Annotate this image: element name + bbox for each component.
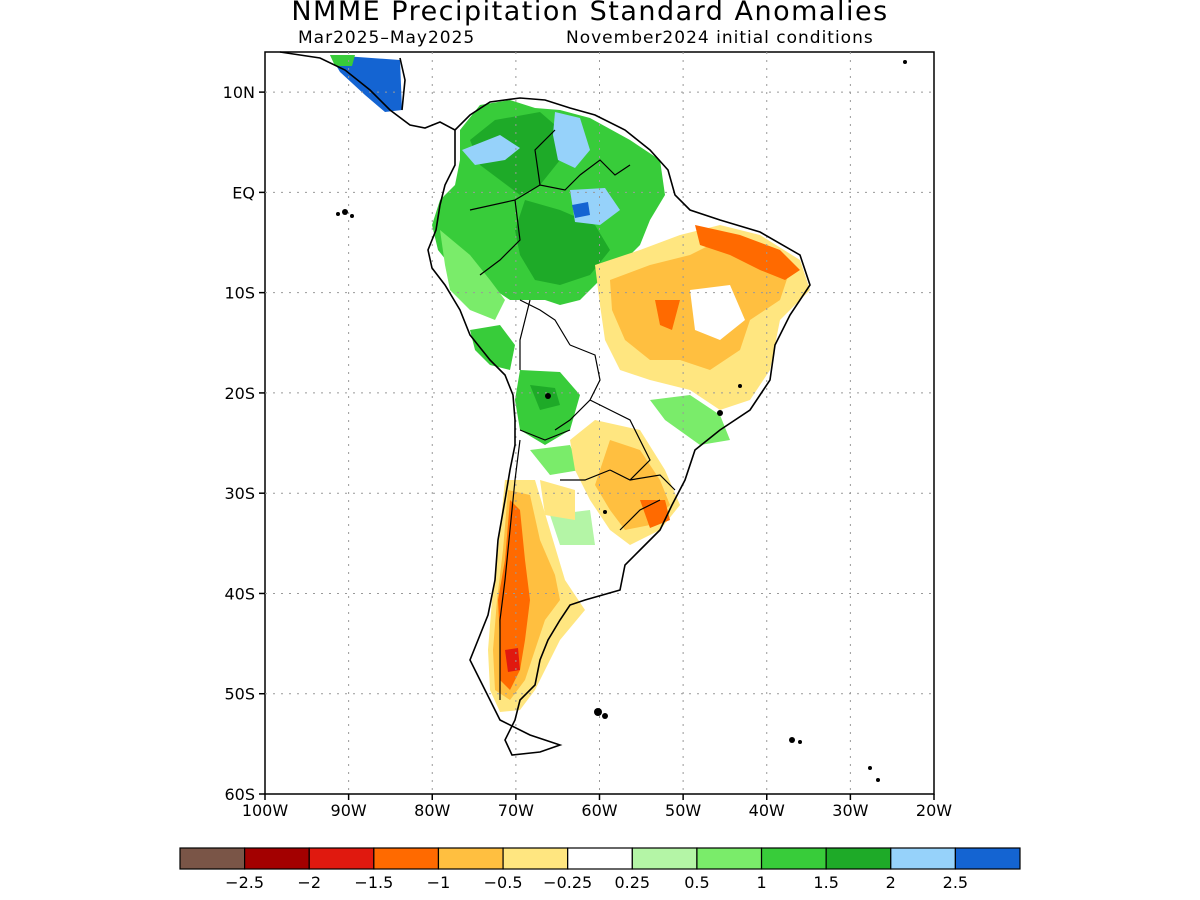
- lat-tick-label: 10N: [223, 83, 255, 102]
- chile-argentina-red: [498, 500, 530, 690]
- ecuador-peru-light-green: [440, 230, 505, 320]
- colorbar-swatch: [179, 847, 246, 870]
- colorbar-tick-label: −1.5: [354, 873, 393, 892]
- map-title: NMME Precipitation Standard Anomalies: [291, 0, 889, 27]
- coastlines: [279, 51, 811, 756]
- latitude-axis: 10N EQ 10S 20S 30S 40S 50S 60S: [223, 83, 265, 804]
- lon-tick-label: 100W: [242, 801, 289, 820]
- colorbar-tick-label: 0.5: [684, 873, 709, 892]
- lon-tick-label: 20W: [916, 801, 952, 820]
- central-brazil-red-spot: [655, 300, 680, 330]
- lon-tick-label: 60W: [581, 801, 617, 820]
- colorbar-swatch: [954, 847, 1021, 870]
- argentina-dry-area: [540, 480, 575, 520]
- colorbar-tick-label: −0.5: [484, 873, 523, 892]
- peru-green-area: [470, 325, 515, 370]
- lat-tick-label: 10S: [224, 284, 255, 303]
- colorbar-swatch: [244, 847, 310, 870]
- central-america-light-area: [330, 55, 355, 66]
- national-borders: [469, 129, 676, 700]
- colorbar-swatch: [567, 847, 633, 870]
- ne-brazil-red-area: [695, 225, 800, 280]
- brazil-white-patch: [690, 285, 745, 340]
- lon-tick-label: 80W: [414, 801, 450, 820]
- northern-sa-darker-area: [470, 112, 560, 195]
- bolivia-dark-green: [530, 385, 560, 410]
- colorbar-swatch: [502, 847, 569, 870]
- lat-tick-label: 30S: [224, 484, 255, 503]
- season-subtitle: Mar2025–May2025: [298, 28, 476, 48]
- uruguay-red-area: [640, 500, 670, 528]
- longitude-axis: 100W 90W 80W 70W 60W 50W 40W 30W 20W: [242, 794, 952, 820]
- colorbar-swatch: [308, 847, 375, 870]
- colorbar: −2.5 −2 −1.5 −1 −0.5 −0.25 0.25 0.5 1 1.5 2 2.5: [179, 847, 1021, 892]
- south-america-coastline: [427, 97, 811, 756]
- colorbar-tick-label: 2: [886, 873, 896, 892]
- colorbar-tick-label: 2.5: [943, 873, 968, 892]
- colorbar-tick-label: −1: [427, 873, 451, 892]
- lat-tick-label: EQ: [232, 183, 255, 202]
- colorbar-tick-label: 1: [756, 873, 766, 892]
- colorbar-swatch: [825, 847, 892, 870]
- lat-tick-label: 50S: [224, 685, 255, 704]
- colorbar-swatch: [631, 847, 698, 870]
- islands: [336, 60, 907, 782]
- colorbar-tick-label: −0.25: [543, 873, 592, 892]
- amazon-blue-spot: [572, 202, 590, 218]
- initial-conditions-subtitle: November2024 initial conditions: [566, 28, 874, 48]
- colorbar-swatch: [760, 847, 827, 870]
- argentina-light-green: [550, 510, 595, 545]
- lon-tick-label: 50W: [665, 801, 701, 820]
- colorbar-swatch: [373, 847, 440, 870]
- anomaly-shading: [330, 55, 810, 712]
- colombia-lightblue-area: [462, 135, 520, 165]
- venezuela-lightblue-area: [553, 112, 590, 168]
- lon-tick-label: 40W: [749, 801, 785, 820]
- colorbar-tick-label: 1.5: [813, 873, 838, 892]
- lat-tick-label: 40S: [224, 584, 255, 603]
- colorbar-tick-label: −2: [297, 873, 321, 892]
- central-america-wet-area: [330, 55, 402, 112]
- lon-tick-label: 30W: [832, 801, 868, 820]
- colorbar-swatch: [890, 847, 956, 870]
- colorbar-swatch: [696, 847, 763, 870]
- lat-tick-label: 20S: [224, 384, 255, 403]
- central-america-caribbean-coast: [399, 57, 406, 111]
- colorbar-tick-label: 0.25: [614, 873, 650, 892]
- colorbar-swatch: [437, 847, 504, 870]
- paraguay-light-green: [530, 445, 580, 475]
- colorbar-tick-label: −2.5: [225, 873, 264, 892]
- lon-tick-label: 90W: [331, 801, 367, 820]
- central-america-coastline: [279, 51, 456, 131]
- se-brazil-green: [650, 395, 730, 445]
- lon-tick-label: 70W: [498, 801, 534, 820]
- lat-tick-label: 60S: [224, 785, 255, 804]
